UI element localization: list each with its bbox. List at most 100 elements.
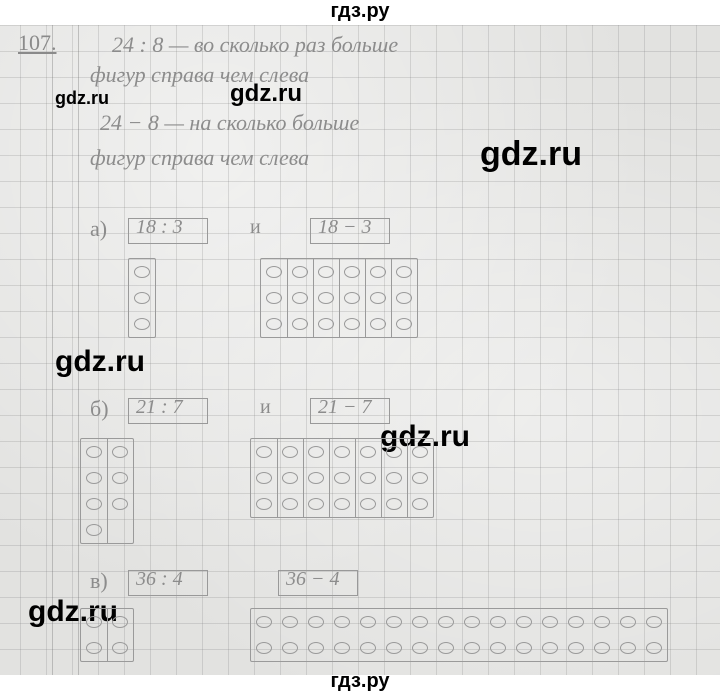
circle-icon — [412, 472, 428, 484]
circle-icon — [568, 642, 584, 654]
circle-icon — [620, 616, 636, 628]
grid-divider — [107, 439, 108, 543]
circle-icon — [542, 616, 558, 628]
circle-icon — [256, 472, 272, 484]
circle-grid — [250, 438, 434, 518]
circle-icon — [292, 266, 308, 278]
circle-icon — [412, 498, 428, 510]
circle-icon — [318, 266, 334, 278]
circle-icon — [86, 524, 102, 536]
expression-box — [310, 218, 390, 244]
circle-icon — [516, 642, 532, 654]
circle-grid — [260, 258, 418, 338]
grid-divider — [407, 439, 408, 517]
grid-divider — [381, 439, 382, 517]
circle-icon — [308, 472, 324, 484]
circle-icon — [370, 318, 386, 330]
circle-icon — [516, 616, 532, 628]
circle-icon — [360, 498, 376, 510]
grid-divider — [313, 259, 314, 337]
expression-box — [310, 398, 390, 424]
circle-icon — [86, 642, 102, 654]
circle-icon — [370, 266, 386, 278]
circle-icon — [620, 642, 636, 654]
circle-icon — [646, 642, 662, 654]
circle-grid — [128, 258, 156, 338]
circle-icon — [282, 642, 298, 654]
circle-icon — [464, 616, 480, 628]
circle-icon — [266, 318, 282, 330]
circle-icon — [86, 498, 102, 510]
circle-icon — [594, 616, 610, 628]
circle-icon — [386, 498, 402, 510]
watermark: gdz.ru — [480, 135, 582, 174]
circle-icon — [292, 292, 308, 304]
footer-watermark: гдз.ру — [0, 670, 720, 693]
circle-icon — [412, 446, 428, 458]
grid-divider — [277, 439, 278, 517]
problem-number: 107. — [18, 30, 57, 56]
circle-icon — [344, 318, 360, 330]
circle-icon — [438, 642, 454, 654]
circle-icon — [112, 472, 128, 484]
circle-icon — [308, 642, 324, 654]
circle-icon — [396, 318, 412, 330]
circle-icon — [360, 642, 376, 654]
conj-a: и — [250, 216, 261, 239]
label-b: б) — [90, 396, 109, 422]
circle-icon — [360, 616, 376, 628]
circle-icon — [86, 472, 102, 484]
margin-line-1 — [52, 25, 53, 675]
circle-icon — [282, 616, 298, 628]
grid-divider — [365, 259, 366, 337]
circle-icon — [112, 498, 128, 510]
grid-divider — [303, 439, 304, 517]
circle-icon — [282, 446, 298, 458]
circle-icon — [568, 616, 584, 628]
circle-icon — [318, 292, 334, 304]
label-c: в) — [90, 568, 108, 594]
circle-icon — [334, 616, 350, 628]
circle-icon — [308, 446, 324, 458]
circle-icon — [370, 292, 386, 304]
conj-b: и — [260, 396, 271, 419]
circle-icon — [134, 266, 150, 278]
circle-icon — [134, 292, 150, 304]
hw-line-4: фигур справа чем слева — [90, 145, 309, 171]
circle-icon — [490, 616, 506, 628]
expression-box — [128, 570, 208, 596]
circle-icon — [594, 642, 610, 654]
circle-icon — [360, 446, 376, 458]
hw-line-1: 24 : 8 — во сколько раз больше — [112, 32, 398, 58]
label-a: а) — [90, 216, 107, 242]
circle-icon — [386, 642, 402, 654]
circle-icon — [412, 616, 428, 628]
circle-icon — [344, 266, 360, 278]
circle-icon — [396, 266, 412, 278]
page-root: { "header": "гдз.ру", "footer": "гдз.ру"… — [0, 0, 720, 693]
grid-divider — [391, 259, 392, 337]
grid-divider — [287, 259, 288, 337]
circle-icon — [112, 642, 128, 654]
watermark: gdz.ru — [55, 88, 109, 109]
circle-icon — [134, 318, 150, 330]
circle-icon — [256, 446, 272, 458]
circle-icon — [266, 266, 282, 278]
watermark: gdz.ru — [55, 345, 145, 379]
grid-divider — [107, 609, 108, 661]
circle-icon — [386, 446, 402, 458]
circle-icon — [542, 642, 558, 654]
circle-icon — [256, 498, 272, 510]
circle-icon — [334, 498, 350, 510]
circle-icon — [396, 292, 412, 304]
circle-icon — [308, 616, 324, 628]
header-watermark: гдз.ру — [0, 0, 720, 23]
grid-divider — [355, 439, 356, 517]
circle-grid — [250, 608, 668, 662]
circle-icon — [86, 446, 102, 458]
circle-grid — [80, 608, 134, 662]
circle-icon — [646, 616, 662, 628]
expression-box — [128, 398, 208, 424]
grid-divider — [339, 259, 340, 337]
circle-icon — [334, 472, 350, 484]
